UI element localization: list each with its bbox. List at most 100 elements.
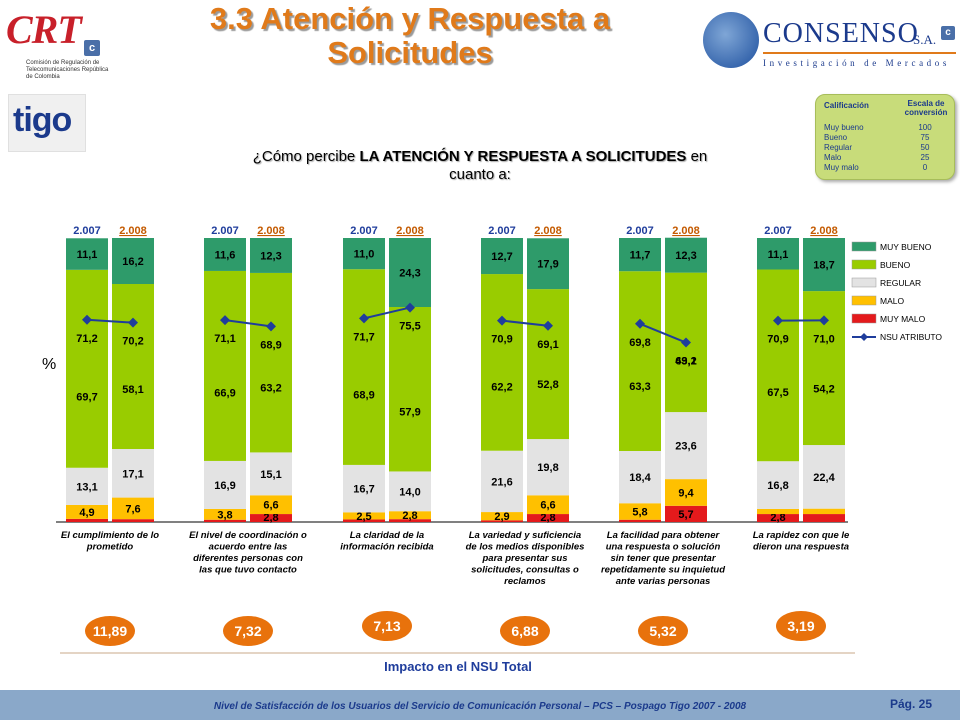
bar-segment-malo	[619, 503, 661, 520]
satisfaction-chart: 4,9 13,1 69,7 11,1 2.007 7,6 17,1 58,1 16,2 2.008…	[56, 225, 942, 674]
impact-value: 3,19	[787, 618, 814, 634]
nsu-label: 68,9	[260, 339, 281, 351]
impact-value: 7,32	[234, 623, 261, 639]
scale-row-label: Malo	[824, 153, 842, 162]
data-label: 2,8	[402, 510, 417, 522]
crt-logo-badge: c	[84, 40, 100, 56]
bar-segment-muy-bueno	[527, 238, 569, 290]
category-label: acuerdo entre las	[209, 542, 288, 553]
crt-logo-mark: CRT	[6, 7, 82, 52]
scale-row-value: 0	[922, 163, 928, 172]
bar-segment-regular	[527, 439, 569, 496]
category-label: para presentar sus	[481, 553, 567, 564]
data-label: 15,1	[260, 469, 281, 481]
bar-segment-muy-bueno	[204, 238, 246, 271]
impact-value: 7,13	[373, 618, 400, 634]
bar-segment-bueno	[619, 271, 661, 451]
nsu-marker	[128, 317, 138, 328]
bar-segment-regular	[112, 449, 154, 498]
nsu-marker	[266, 321, 276, 332]
year-label: 2.008	[672, 225, 700, 237]
data-label: 17,1	[122, 468, 143, 480]
year-label: 2.008	[534, 225, 562, 237]
footer-bar	[0, 690, 960, 720]
bar-segment-muy-bueno	[250, 238, 292, 273]
crt-logo: CRT c Comisión de Regulación de Telecomu…	[6, 6, 116, 84]
y-axis-label: %	[42, 356, 57, 373]
bar-segment-muy-bueno	[112, 238, 154, 285]
scale-row-label: Muy malo	[824, 163, 859, 172]
legend-swatch	[851, 259, 877, 270]
data-label: 63,2	[260, 382, 281, 394]
year-label: 2.008	[257, 225, 285, 237]
bar-segment-malo	[389, 511, 431, 520]
bar-segment-muy-bueno	[619, 238, 661, 272]
legend-marker	[860, 333, 868, 341]
data-label: 11,7	[630, 250, 651, 262]
data-label: 3,8	[217, 509, 232, 521]
bar-segment-muy-bueno	[803, 238, 845, 292]
scale-row: Bueno 75	[824, 133, 950, 143]
scale-row-label: Regular	[824, 143, 853, 152]
data-label: 4,9	[79, 507, 94, 519]
legend-entry: REGULAR	[880, 278, 921, 288]
nsu-marker	[635, 318, 645, 329]
scale-row-value: 50	[920, 143, 930, 152]
impact-bubble	[500, 616, 550, 646]
nsu-marker	[543, 320, 553, 331]
category-label: diferentes personas con	[193, 553, 303, 564]
nsu-label: 75,5	[399, 321, 420, 333]
bar-segment-muy-malo	[619, 519, 661, 522]
category-label: una respuesta o solución	[606, 542, 721, 553]
data-label: 62,2	[491, 382, 512, 394]
category-label: prometido	[86, 542, 134, 553]
data-label: 11,6	[215, 249, 236, 261]
bar-segment-malo	[343, 512, 385, 520]
bar-segment-bueno	[112, 284, 154, 450]
scale-row: Malo 25	[824, 153, 950, 163]
nsu-marker	[819, 315, 829, 326]
bar-segment-malo	[803, 508, 845, 515]
legend-entry: MUY BUENO	[880, 242, 932, 252]
year-label: 2.007	[764, 225, 792, 237]
legend-entry: MUY MALO	[880, 314, 926, 324]
bar-segment-regular	[757, 461, 799, 509]
nsu-label: 69,1	[537, 339, 558, 351]
bar-segment-bueno	[803, 291, 845, 446]
tigo-logo: tigo	[8, 94, 86, 152]
data-label: 63,3	[629, 381, 650, 393]
question-topic: LA ATENCIÓN Y RESPUESTA A SOLICITUDES	[359, 148, 687, 165]
scale-row-label: Bueno	[824, 133, 848, 142]
category-label: de los medios disponibles	[466, 542, 585, 553]
nsu-line	[363, 306, 411, 320]
bar-segment-muy-bueno	[343, 238, 385, 270]
nsu-marker	[359, 313, 369, 324]
category-label: El nivel de coordinación o	[189, 530, 307, 541]
bar-segment-muy-malo	[757, 514, 799, 522]
legend-entry: MALO	[880, 296, 904, 306]
bar-segment-regular	[665, 412, 707, 480]
category-label: sin tener que presentar	[610, 553, 716, 564]
consenso-divider	[763, 52, 956, 54]
category-label: dieron una respuesta	[753, 542, 849, 553]
data-label: 2,8	[540, 512, 555, 524]
scale-row-label: Muy bueno	[824, 123, 864, 132]
impact-bubble	[223, 616, 273, 646]
bar-segment-bueno	[343, 269, 385, 465]
bar-segment-muy-malo	[250, 514, 292, 522]
bar-segment-muy-bueno	[665, 237, 707, 273]
bar-segment-malo	[250, 495, 292, 515]
nsu-label: 63,2	[675, 356, 696, 368]
year-label: 2.007	[350, 225, 378, 237]
bar-segment-muy-bueno	[66, 238, 108, 270]
data-label: 18,4	[629, 472, 651, 484]
bar-segment-regular	[619, 451, 661, 504]
bar-segment-muy-malo	[803, 514, 845, 522]
scale-header-conversion: Escala de conversión	[904, 99, 948, 117]
impact-value: 5,32	[649, 623, 676, 639]
scale-row-value: 75	[920, 133, 930, 142]
category-label: La variedad y suficiencia	[469, 530, 581, 541]
consenso-badge: c	[941, 26, 955, 40]
year-label: 2.007	[626, 225, 654, 237]
category-label: repetidamente su inquietud	[601, 565, 725, 576]
